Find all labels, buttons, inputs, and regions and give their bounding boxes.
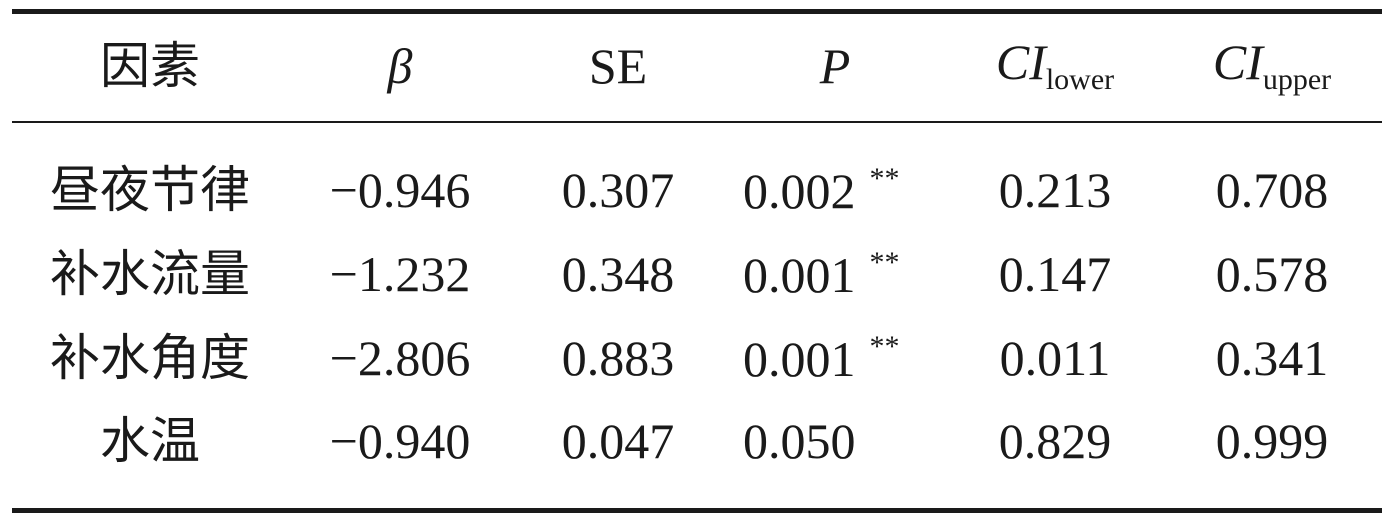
factor-cell: 补水角度 — [50, 330, 250, 386]
value-cell: 0.047 — [561, 413, 675, 469]
factor-cell: 水温 — [100, 413, 200, 469]
header-subscript: lower — [1045, 63, 1115, 96]
value-cell: 0.708 — [1215, 162, 1329, 218]
value-cell: 0.348 — [561, 246, 675, 302]
header-cell: β — [388, 41, 413, 91]
value-cell: 0.147 — [998, 246, 1112, 302]
value-cell: 0.341 — [1215, 330, 1329, 386]
header-text: CI — [1212, 34, 1263, 90]
header-text: β — [387, 38, 413, 94]
value-cell: 0.883 — [561, 330, 675, 386]
top-rule — [12, 9, 1382, 14]
factor-cell: 昼夜节律 — [50, 162, 250, 218]
value-cell: 0.307 — [561, 162, 675, 218]
value-cell: 0.011 — [999, 330, 1111, 386]
p-value: 0.002 — [743, 163, 856, 219]
p-cell: 0.001 ** — [743, 330, 900, 387]
bottom-rule — [12, 508, 1382, 513]
header-cell: CIlower — [996, 37, 1114, 95]
header-subscript: upper — [1262, 63, 1332, 96]
significance-mark: ** — [869, 246, 900, 279]
header-text: 因素 — [100, 38, 200, 94]
header-cell: 因素 — [100, 41, 200, 91]
header-text: SE — [588, 38, 648, 94]
header-cell: P — [820, 41, 851, 91]
value-cell: −0.946 — [329, 162, 471, 218]
header-rule — [12, 121, 1382, 123]
p-cell: 0.002 ** — [743, 162, 900, 219]
header-cell: CIupper — [1213, 37, 1331, 95]
value-cell: −0.940 — [329, 413, 471, 469]
p-value: 0.050 — [743, 413, 856, 469]
significance-mark: ** — [869, 330, 900, 363]
value-cell: 0.213 — [998, 162, 1112, 218]
header-text: CI — [995, 34, 1046, 90]
p-value: 0.001 — [743, 247, 856, 303]
value-cell: 0.829 — [998, 413, 1112, 469]
significance-mark: ** — [869, 162, 900, 195]
p-cell: 0.001 ** — [743, 246, 900, 303]
p-value: 0.001 — [743, 331, 856, 387]
header-cell: SE — [589, 41, 647, 91]
factor-cell: 补水流量 — [50, 246, 250, 302]
value-cell: −2.806 — [329, 330, 471, 386]
p-cell: 0.050 — [743, 416, 856, 466]
value-cell: 0.999 — [1215, 413, 1329, 469]
header-text: P — [819, 38, 851, 94]
value-cell: −1.232 — [329, 246, 471, 302]
value-cell: 0.578 — [1215, 246, 1329, 302]
